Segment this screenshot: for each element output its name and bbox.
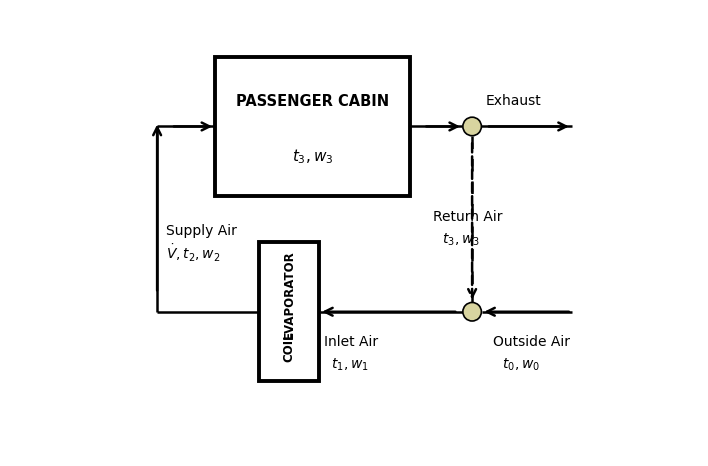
Text: Supply Air: Supply Air	[166, 224, 237, 238]
Text: $\dot{V}, t_2, w_2$: $\dot{V}, t_2, w_2$	[166, 243, 221, 264]
Text: Outside Air: Outside Air	[493, 335, 570, 349]
Text: Inlet Air: Inlet Air	[324, 335, 378, 349]
Text: EVAPORATOR: EVAPORATOR	[282, 251, 296, 339]
Circle shape	[463, 302, 481, 321]
Text: $t_3, w_3$: $t_3, w_3$	[442, 232, 480, 248]
FancyBboxPatch shape	[259, 242, 319, 381]
Text: PASSENGER CABIN: PASSENGER CABIN	[236, 94, 389, 109]
FancyBboxPatch shape	[215, 57, 410, 196]
Text: Return Air: Return Air	[433, 210, 502, 224]
Text: $t_0, w_0$: $t_0, w_0$	[502, 357, 540, 373]
Text: COIL: COIL	[282, 331, 296, 362]
Circle shape	[463, 117, 481, 136]
Text: $t_3, w_3$: $t_3, w_3$	[292, 148, 333, 166]
Text: $t_1, w_1$: $t_1, w_1$	[331, 357, 369, 373]
Text: Exhaust: Exhaust	[486, 94, 542, 108]
